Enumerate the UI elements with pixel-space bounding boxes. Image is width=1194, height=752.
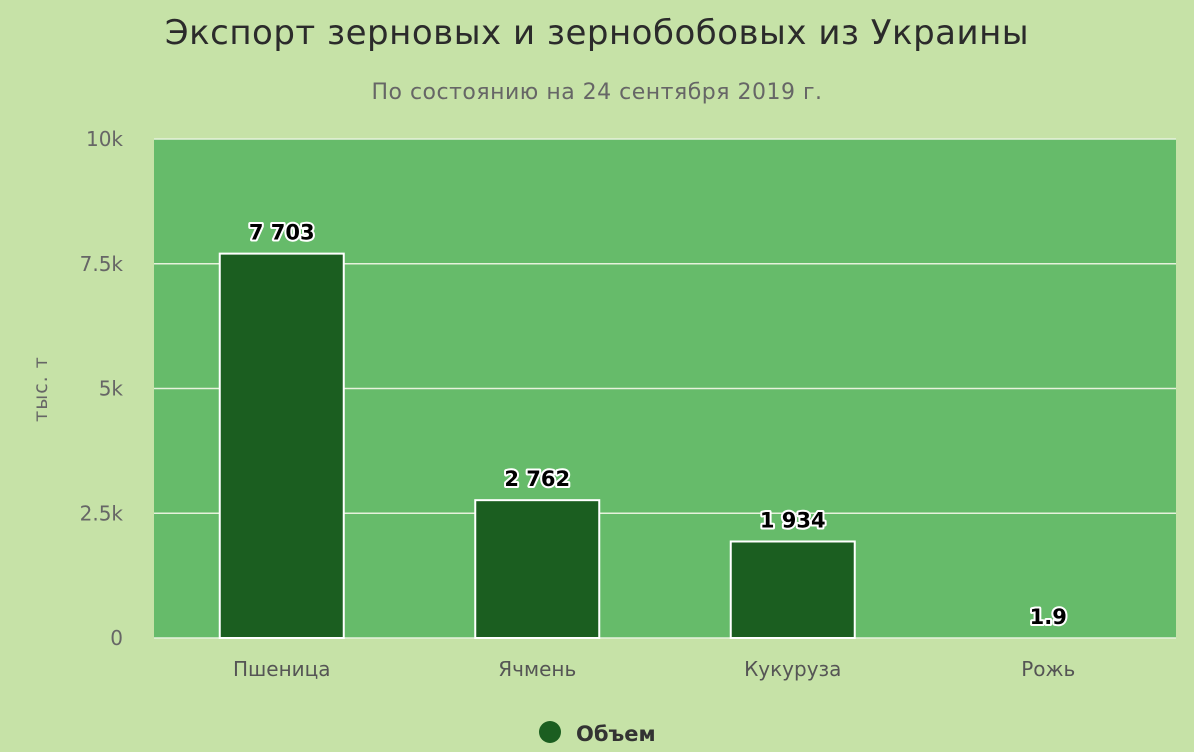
x-tick-label: Ячмень	[498, 657, 576, 681]
chart-title: Экспорт зерновых и зернобобовых из Украи…	[165, 13, 1029, 53]
y-tick-label: 0	[110, 626, 123, 650]
data-label: 1 934	[760, 508, 826, 532]
legend[interactable]: Объем	[539, 721, 656, 746]
x-tick-label: Кукуруза	[744, 657, 841, 681]
x-tick-label: Рожь	[1021, 657, 1075, 681]
data-label: 2 762	[504, 467, 570, 491]
y-axis-label: тыс. т	[30, 356, 52, 422]
y-tick-label: 7.5k	[80, 252, 124, 276]
x-axis-ticks: Пшеница Ячмень Кукуруза Рожь	[233, 657, 1075, 681]
bar[interactable]	[218, 252, 345, 639]
y-tick-label: 5k	[99, 377, 124, 401]
chart-subtitle: По состоянию на 24 сентября 2019 г.	[371, 80, 822, 105]
x-tick-label: Пшеница	[233, 657, 331, 681]
bars	[218, 252, 856, 640]
bar[interactable]	[729, 540, 856, 640]
data-label: 7 703	[249, 221, 315, 245]
data-labels: 7 703 2 762 1 934 1.9	[247, 219, 1069, 631]
y-axis-ticks: 0 2.5k 5k 7.5k 10k	[80, 127, 124, 650]
bar[interactable]	[474, 499, 601, 640]
y-tick-label: 2.5k	[80, 501, 124, 525]
legend-marker	[539, 721, 561, 743]
legend-label: Объем	[576, 722, 656, 746]
data-label: 1.9	[1030, 605, 1067, 629]
y-tick-label: 10k	[86, 127, 123, 151]
